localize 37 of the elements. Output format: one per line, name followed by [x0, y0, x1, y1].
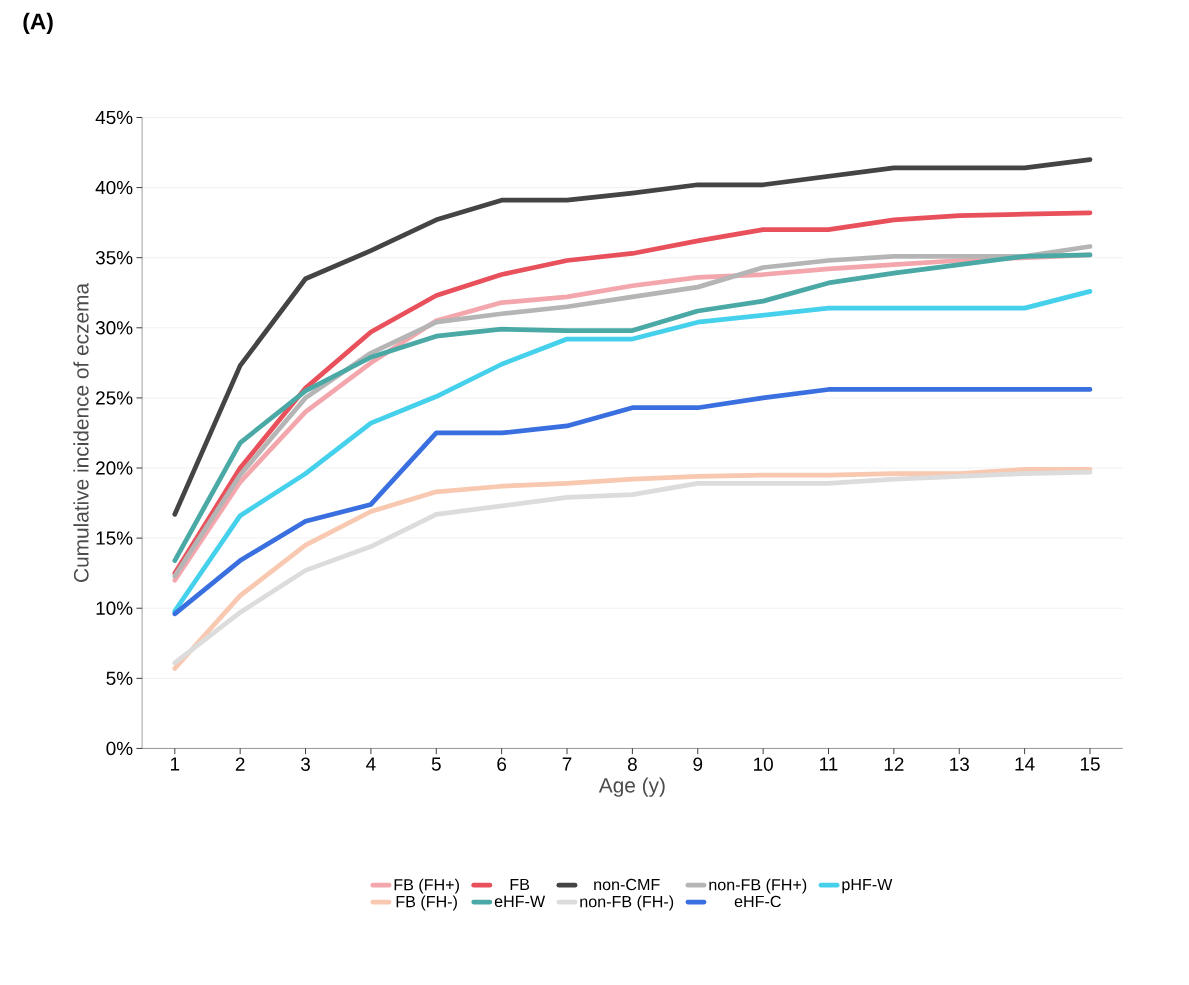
- y-axis-title: Cumulative incidence of eczema: [73, 282, 89, 582]
- legend-label: non-CMF: [594, 878, 660, 891]
- y-tick-label: 30%: [95, 320, 133, 335]
- chart-title: (A): [23, 12, 53, 34]
- legend-label: eHF-C: [734, 895, 781, 907]
- legend-label: FB: [510, 878, 530, 890]
- legend-label: eHF-W: [494, 895, 546, 907]
- legend-label: non-FB (FH-): [580, 895, 674, 911]
- x-tick-label: 4: [366, 757, 376, 771]
- y-tick-label: 35%: [95, 250, 133, 265]
- y-tick-label: 20%: [96, 461, 133, 475]
- y-tick-label: 15%: [96, 531, 133, 545]
- x-tick-label: 11: [820, 757, 838, 771]
- y-tick-label: 25%: [96, 391, 133, 405]
- x-tick-label: 6: [497, 757, 507, 771]
- x-tick-label: 3: [301, 757, 310, 771]
- y-tick-label: 40%: [95, 180, 133, 195]
- legend-label: non-FB (FH+): [709, 878, 807, 894]
- legend-label: FB (FH-): [396, 895, 457, 911]
- x-axis-title: Age (y): [598, 777, 665, 797]
- x-tick-label: 5: [431, 757, 441, 771]
- x-tick-label: 13: [950, 757, 969, 771]
- y-tick-label: 5%: [106, 671, 133, 685]
- y-tick-label: 0%: [106, 741, 133, 756]
- x-tick-label: 10: [754, 757, 773, 771]
- x-tick-label: 1: [170, 757, 180, 771]
- x-tick-label: 8: [627, 757, 637, 771]
- x-tick-label: 12: [884, 757, 904, 771]
- x-tick-label: 7: [562, 757, 572, 771]
- x-tick-label: 15: [1080, 757, 1100, 771]
- x-tick-label: 14: [1015, 757, 1035, 771]
- legend-label: FB (FH+): [394, 878, 459, 894]
- y-tick-label: 10%: [96, 601, 133, 615]
- y-tick-label: 45%: [95, 110, 133, 124]
- x-tick-label: 2: [235, 757, 245, 771]
- x-tick-label: 9: [693, 757, 703, 771]
- legend-label: pHF-W: [842, 878, 893, 894]
